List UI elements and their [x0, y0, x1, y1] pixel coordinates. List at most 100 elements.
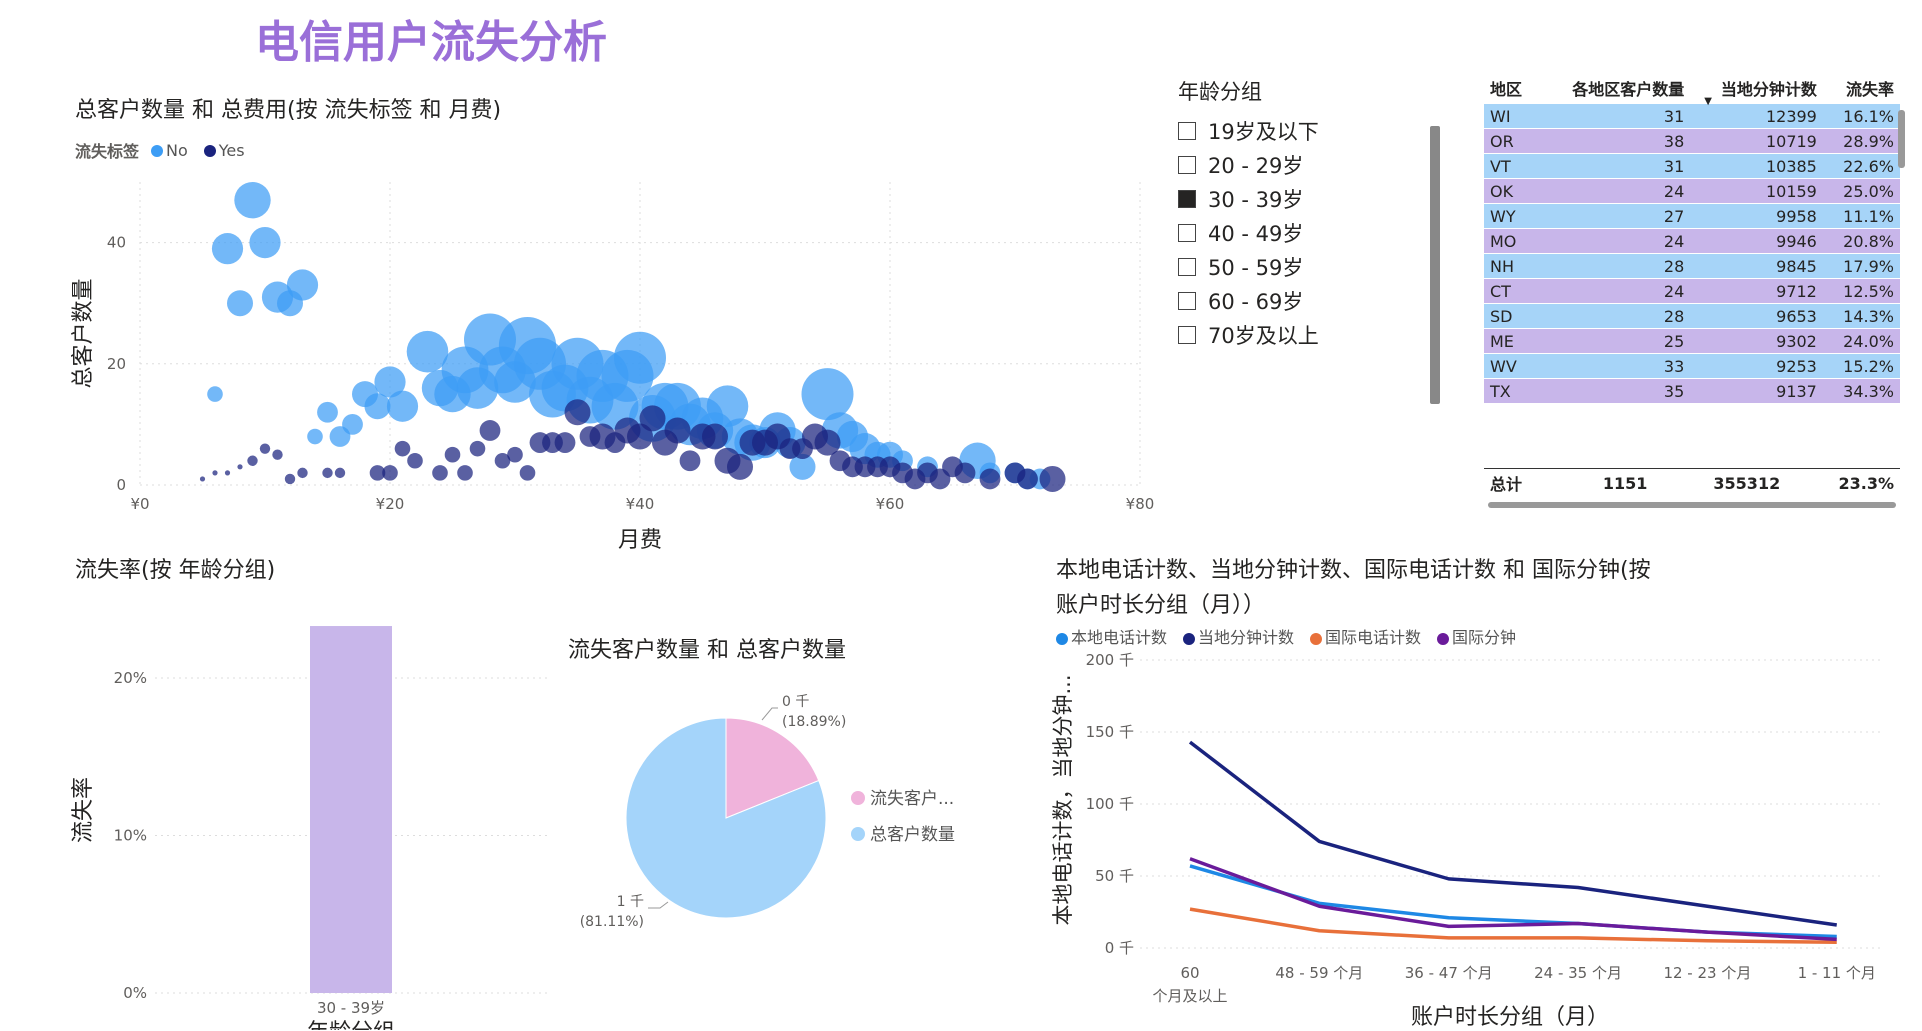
line-legend-item[interactable]: 当地分钟计数 — [1183, 624, 1294, 648]
slicer-checkbox[interactable] — [1178, 292, 1196, 310]
legend-dot-yes — [203, 145, 216, 157]
line-chart[interactable]: 0 千 50 千 100 千 150 千 200 千 60 个月及以上 48 - 59 个月 3… — [1040, 650, 1920, 1030]
header-customers[interactable]: 各地区客户数量 — [1572, 80, 1685, 99]
table-row[interactable]: VT 31 10385 22.6% — [1484, 153, 1900, 179]
scatter-title: 总客户数量 和 总费用(按 流失标签 和 月费) — [75, 98, 502, 123]
cell-churn-rate: 17.9% — [1822, 253, 1900, 279]
legend-item-no[interactable]: No — [151, 141, 188, 160]
scatter-point-no — [211, 233, 244, 265]
cell-region: OK — [1484, 178, 1539, 204]
cell-minutes: 10385 — [1690, 153, 1823, 179]
slicer-item[interactable]: 70岁及以上 — [1178, 318, 1319, 352]
scatter-point-no — [706, 385, 749, 428]
table-row[interactable]: WY 27 9958 11.1% — [1484, 203, 1900, 229]
line-x-tick: 24 - 35 个月 — [1534, 964, 1622, 982]
scatter-x-tick: ¥20 — [376, 495, 405, 513]
scatter-chart[interactable]: ¥0 ¥20 ¥40 ¥60 ¥80 0 20 40 月费 总客户数量 — [60, 160, 1160, 550]
line-title-2: 账户时长分组（月）） — [1056, 593, 1266, 618]
table-row[interactable]: CT 24 9712 12.5% — [1484, 278, 1900, 304]
cell-customers: 28 — [1538, 303, 1691, 329]
slicer-checkbox[interactable] — [1178, 156, 1196, 174]
scatter-point-no — [374, 366, 406, 398]
scatter-point-no — [614, 331, 666, 384]
scatter-point-yes — [284, 473, 296, 485]
scatter-point-no — [286, 269, 319, 301]
table-row[interactable]: OK 24 10159 25.0% — [1484, 178, 1900, 204]
line-legend-label: 本地电话计数 — [1071, 628, 1168, 647]
line-x-tick-2: 个月及以上 — [1152, 987, 1227, 1005]
table-row[interactable]: ME 25 9302 24.0% — [1484, 328, 1900, 354]
scatter-point-no — [234, 181, 271, 219]
line-y-tick: 150 千 — [1086, 723, 1134, 741]
pie-slice-1 — [625, 717, 827, 919]
line-y-tick: 100 千 — [1086, 795, 1134, 813]
scatter-point-yes — [224, 470, 231, 476]
table-row[interactable]: WI 31 12399 16.1% — [1484, 104, 1900, 129]
line-legend: 本地电话计数 当地分钟计数 国际电话计数 国际分钟 — [1056, 624, 1526, 648]
slicer-checkbox[interactable] — [1178, 326, 1196, 344]
scatter-point-no — [364, 393, 391, 420]
scatter-legend-title: 流失标签 — [75, 142, 140, 161]
slicer-item[interactable]: 40 - 49岁 — [1178, 216, 1319, 250]
table-row[interactable]: WV 33 9253 15.2% — [1484, 353, 1900, 379]
slicer-item[interactable]: 30 - 39岁 — [1178, 182, 1319, 216]
slicer-item[interactable]: 20 - 29岁 — [1178, 148, 1319, 182]
table-row[interactable]: TX 35 9137 34.3% — [1484, 378, 1900, 404]
table-row[interactable]: NH 28 9845 17.9% — [1484, 253, 1900, 279]
line-legend-dot — [1183, 632, 1196, 645]
header-minutes[interactable]: 当地分钟计数 ▼ — [1690, 72, 1823, 107]
line-legend-dot — [1310, 632, 1323, 645]
scatter-y-label: 总客户数量 — [71, 278, 96, 388]
cell-churn-rate: 16.1% — [1822, 104, 1900, 129]
scatter-point-no — [307, 428, 323, 445]
line-legend-item[interactable]: 本地电话计数 — [1056, 624, 1167, 648]
table-v-scrollbar[interactable] — [1898, 110, 1905, 168]
cell-customers: 24 — [1538, 228, 1691, 254]
cell-region: ME — [1484, 328, 1539, 354]
slicer-checkbox[interactable] — [1178, 258, 1196, 276]
line-x-tick: 48 - 59 个月 — [1275, 964, 1363, 982]
cell-customers: 24 — [1538, 278, 1691, 304]
slicer-checkbox[interactable] — [1178, 122, 1196, 140]
scatter-point-yes — [519, 465, 536, 481]
legend-item-yes[interactable]: Yes — [203, 141, 245, 160]
cell-customers: 28 — [1538, 253, 1691, 279]
cell-minutes: 9712 — [1690, 278, 1823, 304]
scatter-point-yes — [679, 450, 701, 472]
header-churn-rate[interactable]: 流失率 — [1845, 80, 1894, 99]
line-legend-dot — [1437, 632, 1450, 645]
scatter-point-yes — [322, 467, 333, 479]
cell-customers: 27 — [1538, 203, 1691, 229]
cell-churn-rate: 11.1% — [1822, 203, 1900, 229]
pie-chart[interactable]: 0 千 (18.89%) 1 千 (81.11%) 流失客户... 总客户数量 — [560, 680, 1030, 950]
cell-churn-rate: 12.5% — [1822, 278, 1900, 304]
slicer-item[interactable]: 50 - 59岁 — [1178, 250, 1319, 284]
pie-leader-small — [761, 707, 778, 721]
table-h-scrollbar[interactable] — [1488, 502, 1896, 508]
header-region[interactable]: 地区 — [1490, 80, 1523, 99]
slicer-checkbox[interactable] — [1178, 190, 1196, 208]
bar-chart[interactable]: 0% 10% 20% 30 - 39岁年龄分组 流失率 — [60, 600, 560, 1030]
scatter-point-yes — [979, 468, 1001, 490]
line-legend-item[interactable]: 国际分钟 — [1437, 624, 1516, 648]
slicer-scrollbar[interactable] — [1430, 126, 1440, 404]
table-row[interactable]: OR 38 10719 28.9% — [1484, 128, 1900, 154]
slicer-item[interactable]: 60 - 69岁 — [1178, 284, 1319, 318]
cell-region: WY — [1484, 203, 1539, 229]
scatter-point-yes — [369, 465, 386, 481]
scatter-point-no — [227, 290, 253, 317]
region-table: 地区 各地区客户数量 当地分钟计数 ▼ 流失率 WI 31 12399 16.1% OR 3… — [1484, 72, 1900, 468]
slicer-item[interactable]: 19岁及以下 — [1178, 114, 1319, 148]
table-row[interactable]: MO 24 9946 20.8% — [1484, 228, 1900, 254]
table-row[interactable]: SD 28 9653 14.3% — [1484, 303, 1900, 329]
pie-label-small-value: 0 千 — [782, 694, 809, 710]
total-minutes: 355312 — [1653, 468, 1787, 498]
line-series-2 — [1189, 907, 1837, 944]
header-minutes-label: 当地分钟计数 — [1720, 80, 1817, 99]
line-legend-item[interactable]: 国际电话计数 — [1310, 624, 1421, 648]
slicer-checkbox[interactable] — [1178, 224, 1196, 242]
line-y-tick: 200 千 — [1086, 651, 1134, 669]
scatter-x-tick: ¥80 — [1126, 495, 1155, 513]
scatter-point-yes — [507, 446, 523, 463]
scatter-point-no — [801, 368, 854, 421]
